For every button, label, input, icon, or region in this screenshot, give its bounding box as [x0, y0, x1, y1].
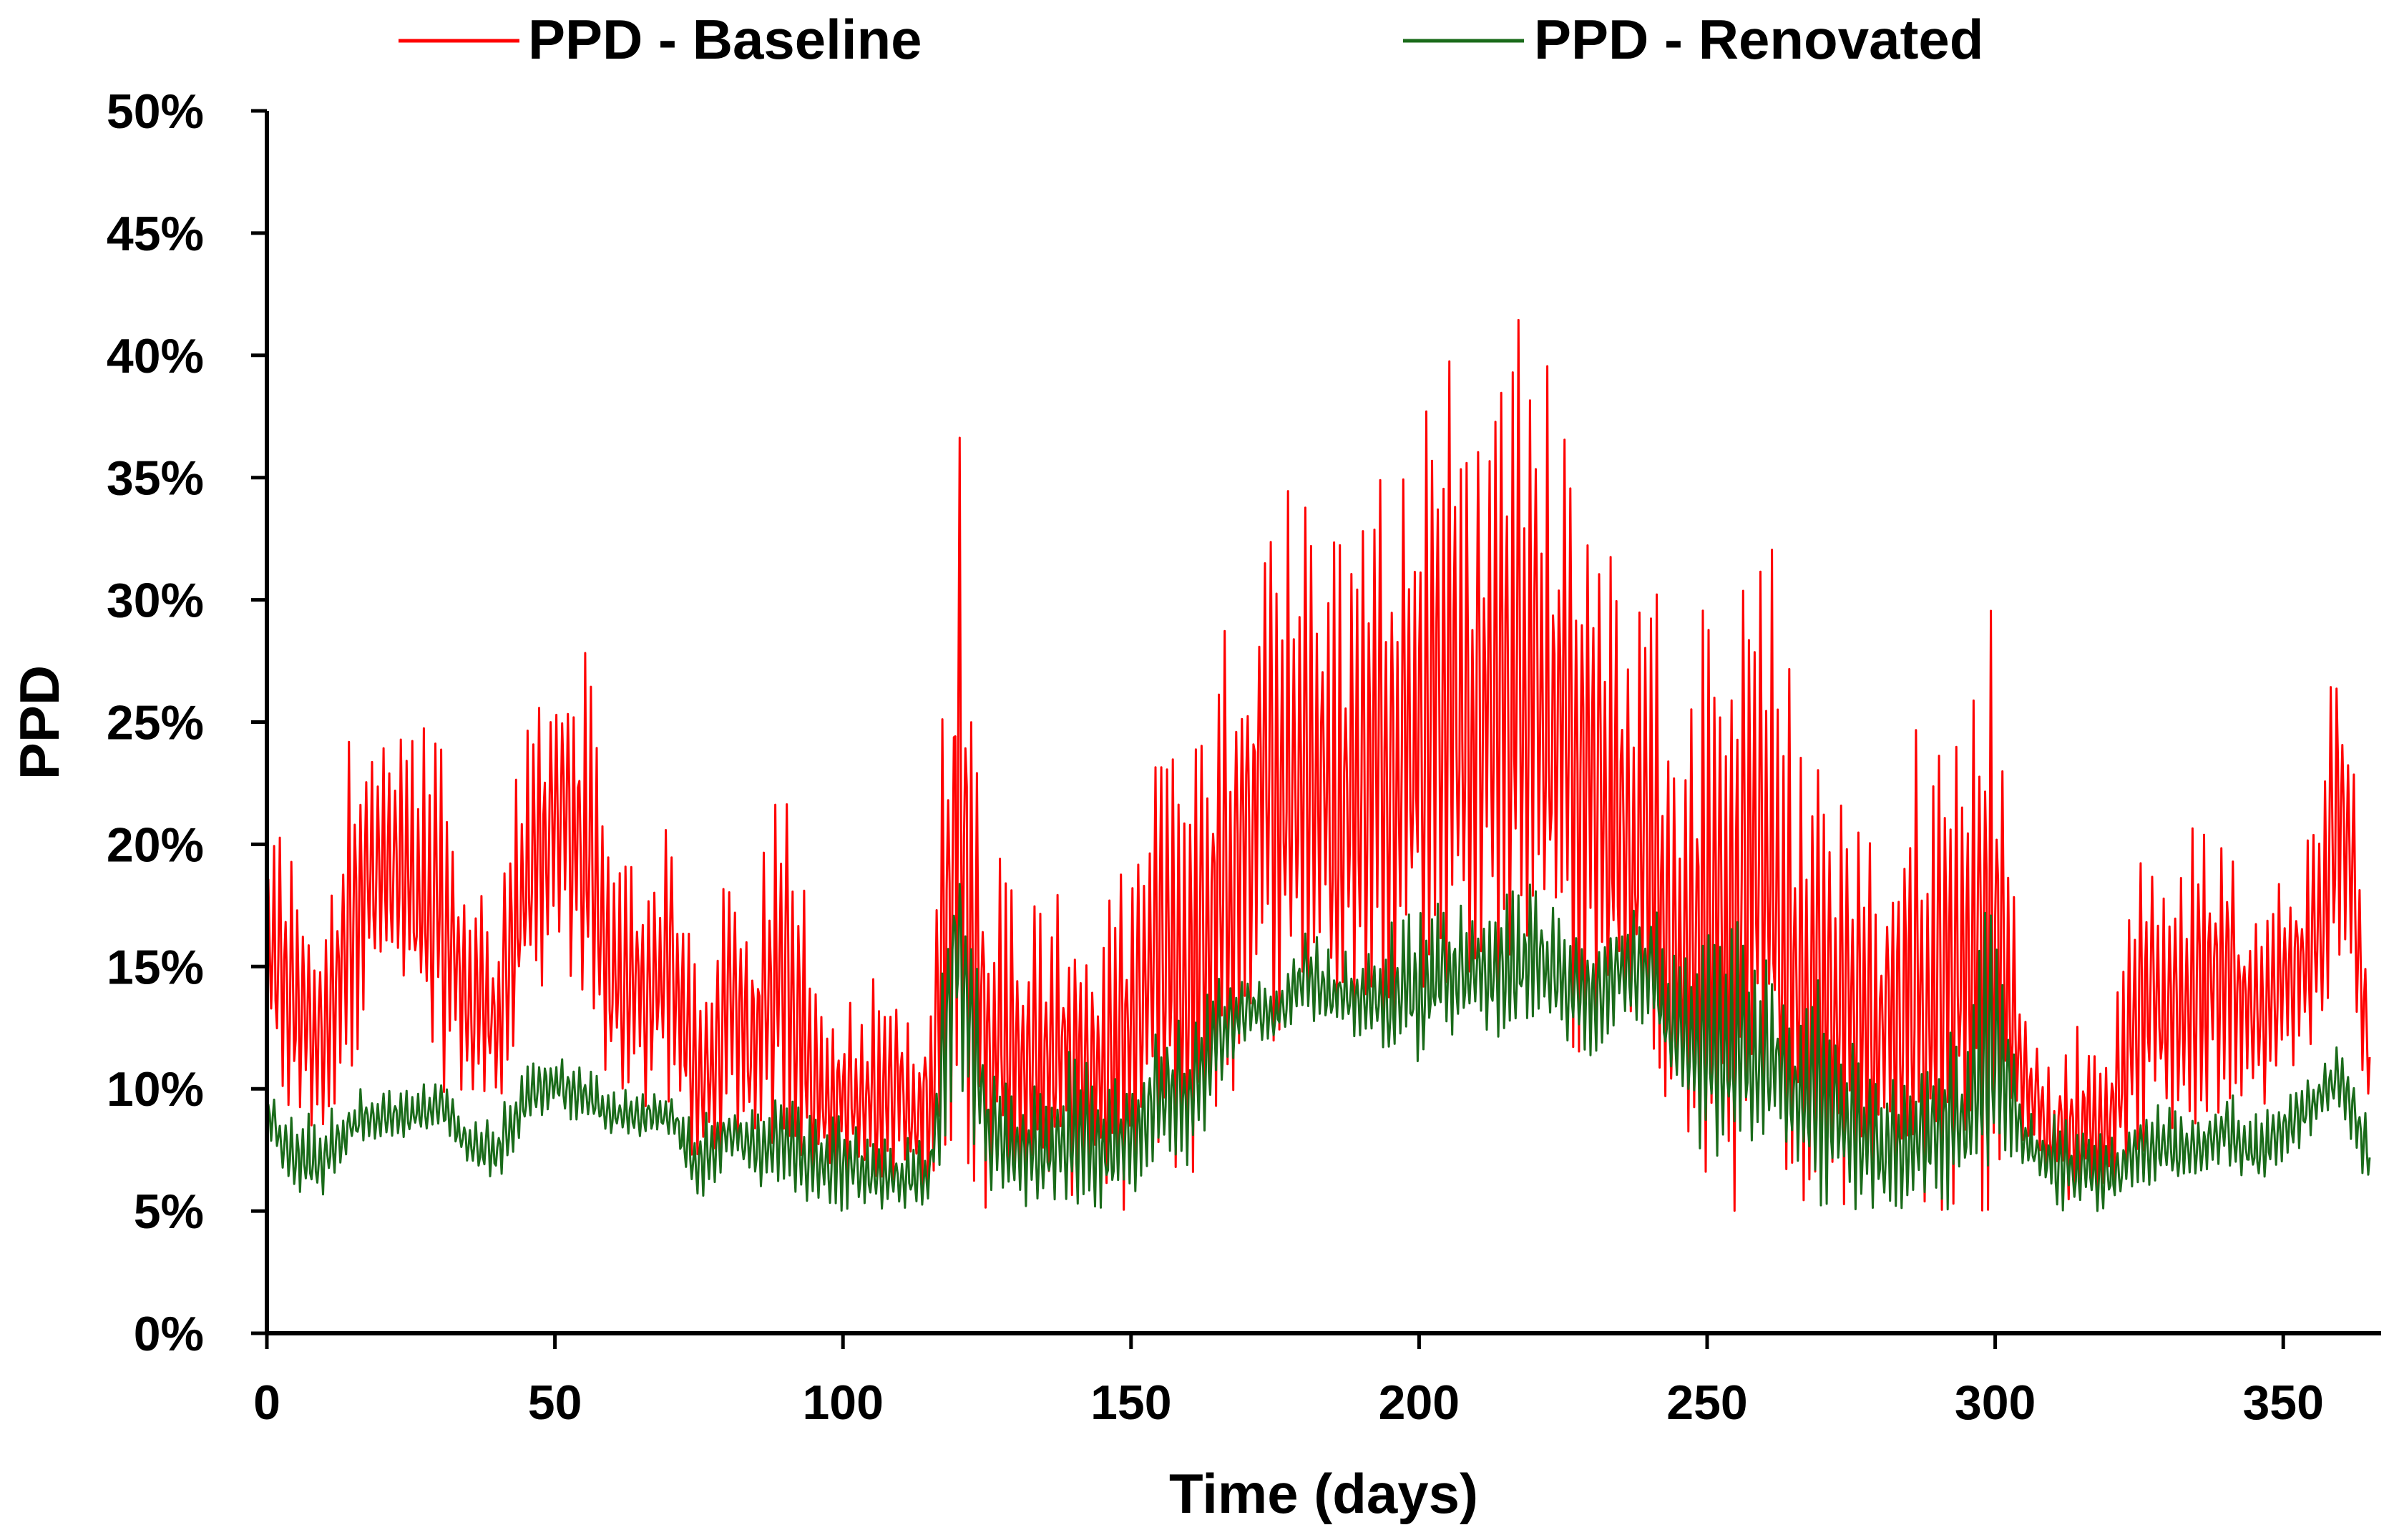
- legend: PPD - Baseline PPD - Renovated: [399, 8, 1983, 71]
- y-tick-label: 35%: [107, 451, 204, 506]
- legend-label-renovated: PPD - Renovated: [1534, 8, 1983, 71]
- series-line-renovated: [265, 883, 2371, 1212]
- x-axis-title: Time (days): [1169, 1462, 1478, 1525]
- y-tick-label: 50%: [107, 84, 204, 139]
- y-tick-label: 30%: [107, 574, 204, 628]
- y-tick-label: 10%: [107, 1062, 204, 1117]
- x-tick-label: 100: [802, 1375, 883, 1430]
- x-tick-label: 200: [1379, 1375, 1460, 1430]
- y-tick-label: 45%: [107, 207, 204, 261]
- plot-series: [265, 318, 2371, 1212]
- x-tick-label: 150: [1090, 1375, 1171, 1430]
- y-axis-title: PPD: [8, 665, 71, 780]
- y-tick-label: 0%: [134, 1307, 204, 1361]
- x-tick-label: 50: [528, 1375, 582, 1430]
- x-tick-label: 0: [253, 1375, 280, 1430]
- y-tick-label: 20%: [107, 818, 204, 872]
- legend-label-baseline: PPD - Baseline: [528, 8, 922, 71]
- y-axis-ticks: 0% 5% 10% 15% 20% 25% 30% 35% 40% 45% 50%: [107, 84, 267, 1361]
- series-line-baseline: [265, 318, 2371, 1212]
- y-tick-label: 25%: [107, 696, 204, 750]
- y-tick-label: 40%: [107, 329, 204, 383]
- x-tick-label: 250: [1666, 1375, 1747, 1430]
- y-tick-label: 5%: [134, 1185, 204, 1239]
- x-axis-ticks: 0 50 100 150 200 250 300 350: [253, 1333, 2324, 1430]
- y-tick-label: 15%: [107, 940, 204, 994]
- x-tick-label: 300: [1955, 1375, 2036, 1430]
- x-tick-label: 350: [2242, 1375, 2323, 1430]
